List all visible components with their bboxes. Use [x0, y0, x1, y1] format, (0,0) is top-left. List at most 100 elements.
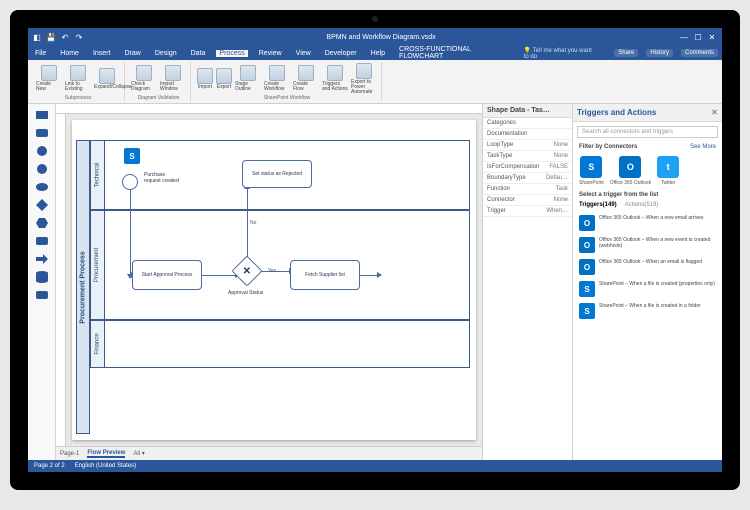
node-reject[interactable]: Set status as Rejected: [242, 160, 312, 188]
stencil-ellipse-shape[interactable]: [35, 180, 49, 194]
stencil-circle-shape[interactable]: [35, 144, 49, 158]
ribbon-stage-outline-button[interactable]: Stage Outline: [235, 65, 261, 92]
triggers-close-icon[interactable]: ✕: [711, 108, 718, 117]
status-page: Page 2 of 2: [34, 463, 65, 469]
ribbon-create-flow-button[interactable]: Create Flow: [293, 65, 319, 92]
trigger-item[interactable]: SSharePoint – When a file is created (pr…: [577, 278, 718, 300]
ribbon-export-to-power-automate-button[interactable]: Export to Power Automate: [351, 63, 377, 95]
ribbon-group-subprocess: Create NewLink to ExistingExpand/Collaps…: [32, 62, 125, 101]
stencil-rect-shape[interactable]: [35, 108, 49, 122]
connector-office-365-outlook[interactable]: OOffice 365 Outlook: [610, 156, 651, 186]
ribbon-create-new-button[interactable]: Create New: [36, 65, 62, 92]
edge-label: Yes: [268, 268, 276, 274]
tab-insert[interactable]: Insert: [90, 50, 114, 57]
maximize-button[interactable]: ☐: [692, 33, 704, 42]
trigger-item-text: Office 365 Outlook – When an email is fl…: [599, 259, 702, 265]
edge[interactable]: [247, 188, 248, 260]
shapes-panel: [28, 104, 56, 460]
tab-help[interactable]: Help: [368, 50, 388, 57]
undo-icon[interactable]: ↶: [60, 32, 70, 42]
stencil-rounded-shape[interactable]: [35, 288, 49, 302]
stencil-rounded-shape[interactable]: [35, 234, 49, 248]
filter-label: Filter by Connectors: [579, 144, 637, 150]
trigger-item[interactable]: OOffice 365 Outlook – When a new event i…: [577, 234, 718, 256]
statusbar: Page 2 of 2 English (United States): [28, 460, 722, 472]
page-tab-1[interactable]: Flow Preview: [87, 450, 125, 458]
office-365-outlook-icon: O: [619, 156, 641, 178]
shape-data-row[interactable]: IsForCompensationFALSE: [483, 162, 572, 173]
ribbon-export-button[interactable]: Export: [216, 68, 232, 90]
ribbon-link-to-existing-button[interactable]: Link to Existing: [65, 65, 91, 92]
minimize-button[interactable]: —: [678, 33, 690, 42]
triggers-search-input[interactable]: Search all connectors and triggers: [577, 126, 718, 138]
shape-data-row[interactable]: BoundaryTypeDefau…: [483, 173, 572, 184]
shape-data-row[interactable]: Categories: [483, 118, 572, 129]
ribbon-create-workflow-button[interactable]: Create Workflow: [264, 65, 290, 92]
tab-process[interactable]: Process: [216, 50, 247, 57]
shape-data-row[interactable]: LoopTypeNone: [483, 140, 572, 151]
stencil-arrow-shape[interactable]: [35, 252, 49, 266]
actions-count[interactable]: Actions(519): [625, 202, 659, 208]
edge[interactable]: [130, 190, 131, 275]
trigger-item[interactable]: OOffice 365 Outlook – When a new email a…: [577, 212, 718, 234]
node-start[interactable]: [122, 174, 138, 190]
ribbon-expand-collapse-button[interactable]: Expand/Collapse: [94, 68, 120, 90]
trigger-item[interactable]: SSharePoint – When a file is created in …: [577, 300, 718, 322]
pool-title[interactable]: Procurement Process: [76, 140, 90, 434]
tell-me-search[interactable]: 💡 Tell me what you want to do: [524, 47, 599, 60]
sharepoint-icon: S: [580, 156, 602, 178]
shape-data-row[interactable]: FunctionTask: [483, 184, 572, 195]
tab-view[interactable]: View: [293, 50, 314, 57]
node-fetch[interactable]: Fetch Supplier list: [290, 260, 360, 290]
sharepoint-icon[interactable]: S: [124, 148, 140, 164]
ribbon-import-window-button[interactable]: Import Window: [160, 65, 186, 92]
history-button[interactable]: History: [646, 49, 673, 57]
close-button[interactable]: ✕: [706, 33, 718, 42]
diagram-page[interactable]: Procurement ProcessTechnicalProcurementF…: [72, 120, 476, 440]
tab-review[interactable]: Review: [256, 50, 285, 57]
edge[interactable]: [202, 275, 236, 276]
tab-developer[interactable]: Developer: [322, 50, 360, 57]
tab-data[interactable]: Data: [188, 50, 209, 57]
connector-sharepoint[interactable]: SSharePoint: [579, 156, 604, 186]
tab-cross-functional-flowchart[interactable]: CROSS-FUNCTIONAL FLOWCHART: [396, 46, 508, 60]
triggers-count[interactable]: Triggers(149): [579, 202, 617, 208]
status-language: English (United States): [75, 463, 136, 469]
shape-data-row[interactable]: TaskTypeNone: [483, 151, 572, 162]
shape-data-row[interactable]: ConnectorNone: [483, 195, 572, 206]
ribbon-check-diagram-button[interactable]: Check Diagram: [131, 65, 157, 92]
node-approve[interactable]: Start Approval Process: [132, 260, 202, 290]
tab-draw[interactable]: Draw: [121, 50, 143, 57]
connector-twitter[interactable]: tTwitter: [657, 156, 679, 186]
save-icon[interactable]: 💾: [46, 32, 56, 42]
lane-finance[interactable]: Finance: [90, 320, 470, 368]
tab-home[interactable]: Home: [57, 50, 82, 57]
comments-button[interactable]: Comments: [681, 49, 718, 57]
trigger-item-icon: O: [579, 237, 595, 253]
edge[interactable]: [360, 275, 378, 276]
trigger-item[interactable]: OOffice 365 Outlook – When an email is f…: [577, 256, 718, 278]
twitter-icon: t: [657, 156, 679, 178]
page-tab-0[interactable]: Page-1: [60, 451, 79, 457]
tab-design[interactable]: Design: [152, 50, 180, 57]
share-button[interactable]: Share: [614, 49, 638, 57]
workspace: Procurement ProcessTechnicalProcurementF…: [28, 104, 722, 460]
ribbon-import-button[interactable]: Import: [197, 68, 213, 90]
stencil-rounded-shape[interactable]: [35, 126, 49, 140]
stencil-diamond-shape[interactable]: [35, 198, 49, 212]
ribbon-triggers-and-actions-button[interactable]: Triggers and Actions: [322, 65, 348, 92]
page-tab-2[interactable]: All ▾: [133, 450, 144, 457]
redo-icon[interactable]: ↷: [74, 32, 84, 42]
see-more-link[interactable]: See More: [690, 144, 716, 150]
shape-data-row[interactable]: TriggerWhen…: [483, 206, 572, 217]
ribbon-group-sharepoint-workflow: ImportExportStage OutlineCreate Workflow…: [193, 62, 382, 101]
shape-data-row[interactable]: Documentation: [483, 129, 572, 140]
tab-file[interactable]: File: [32, 50, 49, 57]
shape-data-title: Shape Data - Tas…: [483, 104, 572, 118]
shape-data-panel: Shape Data - Tas… CategoriesDocumentatio…: [482, 104, 572, 460]
trigger-item-text: Office 365 Outlook – When a new email ar…: [599, 215, 703, 221]
stencil-db-shape[interactable]: [35, 270, 49, 284]
stencil-hex-shape[interactable]: [35, 216, 49, 230]
stencil-circle-shape[interactable]: [35, 162, 49, 176]
autosave-icon[interactable]: ◧: [32, 32, 42, 42]
